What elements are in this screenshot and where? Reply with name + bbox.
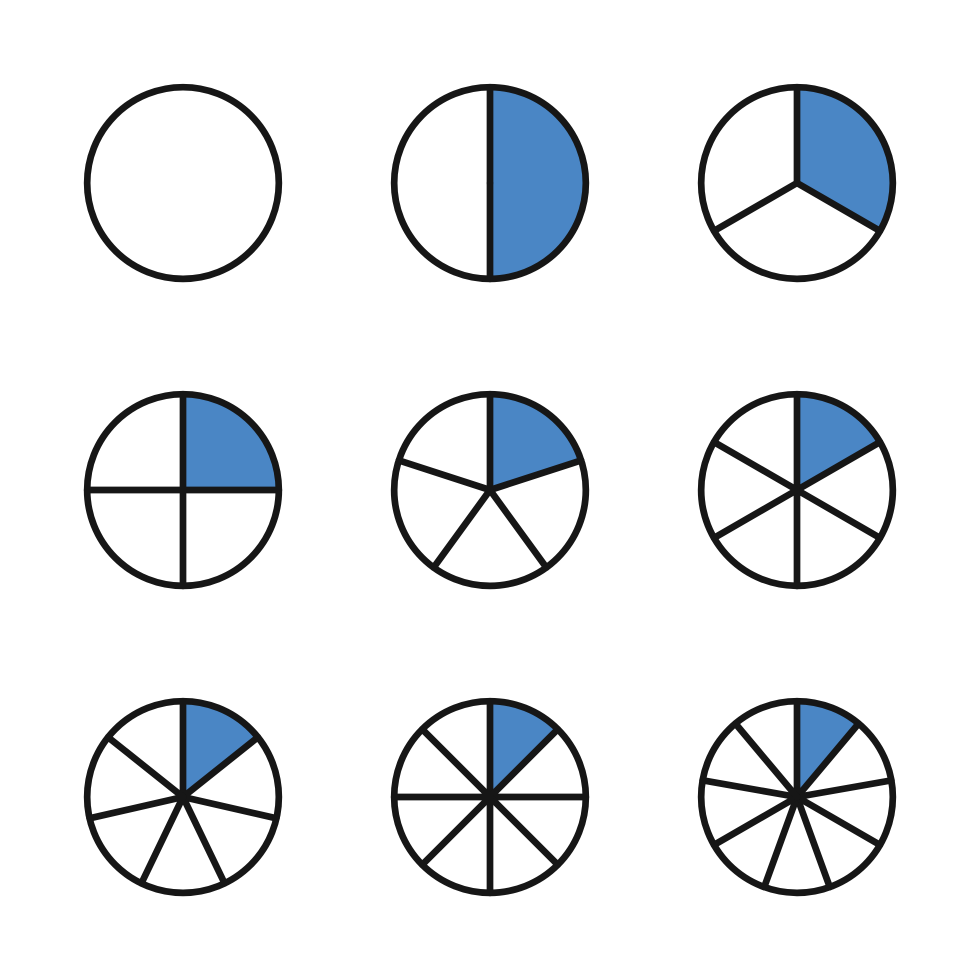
fraction-circle-4 xyxy=(50,357,317,624)
fraction-circle-1 xyxy=(50,50,317,317)
fraction-circle-7 xyxy=(50,663,317,930)
fraction-circle-3 xyxy=(663,50,930,317)
fraction-circle-5 xyxy=(357,357,624,624)
wedge-empty xyxy=(394,87,490,279)
wedge-filled xyxy=(490,87,586,279)
fraction-circle-9 xyxy=(663,663,930,930)
fraction-circle-6 xyxy=(663,357,930,624)
fraction-circles-grid xyxy=(0,0,980,980)
circle-outline xyxy=(87,87,279,279)
fraction-circle-2 xyxy=(357,50,624,317)
fraction-circle-8 xyxy=(357,663,624,930)
